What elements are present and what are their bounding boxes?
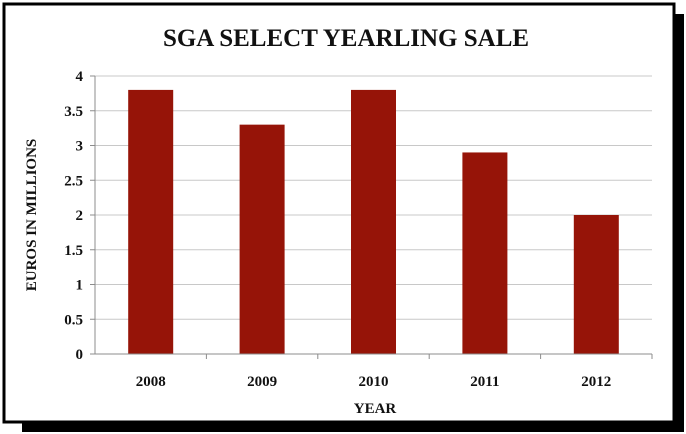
bar-2011: [462, 152, 508, 354]
chart-title: SGA SELECT YEARLING SALE: [163, 25, 529, 52]
y-tick-label: 2: [76, 208, 84, 224]
bar-2009: [239, 124, 285, 355]
y-tick-label: 1: [76, 278, 84, 294]
frame-border: [2, 2, 676, 424]
y-tick-label: 0: [76, 347, 84, 363]
bar-2010: [351, 89, 396, 355]
y-tick-label: 4: [76, 69, 84, 85]
x-tick-label: 2011: [470, 374, 499, 390]
y-axis-label: EUROS IN MILLIONS: [24, 139, 40, 292]
x-tick-label: 2009: [247, 374, 277, 390]
bar-2008: [128, 89, 174, 355]
x-tick-label: 2010: [359, 374, 389, 390]
y-axis-ticks: 0 0.5 1 1.5 2 2.5 3 3.5 4: [64, 69, 95, 363]
bar-2012: [573, 215, 619, 354]
x-tick-label: 2008: [136, 374, 166, 390]
x-axis-ticks: 2008 2009 2010 2011 2012: [136, 354, 653, 390]
y-tick-label: 3: [76, 139, 84, 155]
x-axis-label: YEAR: [354, 401, 397, 417]
bars: [128, 89, 619, 355]
y-tick-label: 3.5: [64, 104, 83, 120]
y-tick-label: 0.5: [64, 312, 83, 328]
y-tick-label: 1.5: [64, 243, 83, 259]
y-tick-label: 2.5: [64, 173, 83, 189]
x-tick-label: 2012: [581, 374, 611, 390]
